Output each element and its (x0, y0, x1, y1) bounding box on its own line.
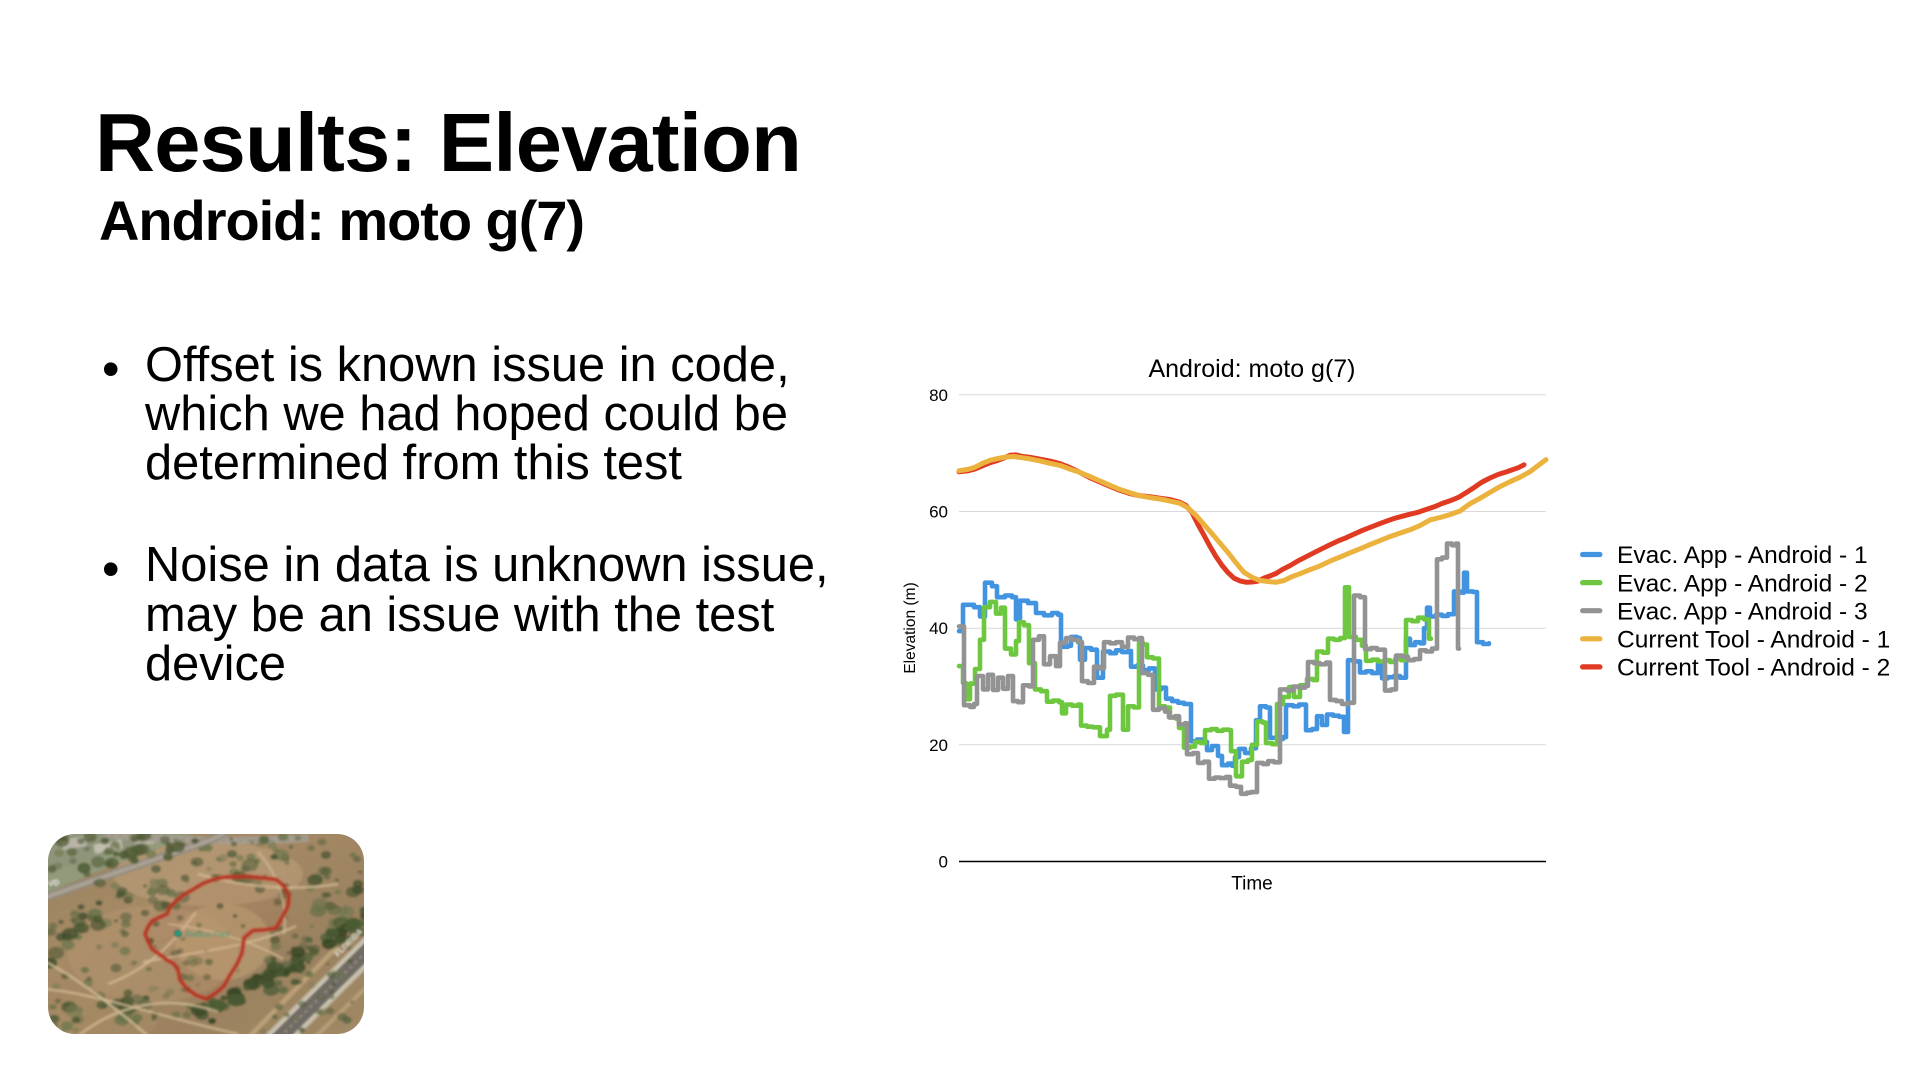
svg-text:Balboa Park: Balboa Park (185, 929, 231, 939)
svg-text:Evac. App - Android - 3: Evac. App - Android - 3 (1617, 598, 1868, 625)
svg-text:Evac. App - Android - 1: Evac. App - Android - 1 (1617, 542, 1868, 569)
svg-text:Current Tool - Android - 1: Current Tool - Android - 1 (1617, 627, 1890, 654)
svg-text:20: 20 (929, 736, 948, 755)
svg-text:Current Tool - Android - 2: Current Tool - Android - 2 (1617, 655, 1890, 682)
svg-text:VD: VD (48, 877, 60, 888)
svg-text:Elevation (m): Elevation (m) (902, 582, 919, 673)
svg-text:0: 0 (939, 853, 948, 872)
svg-text:60: 60 (929, 503, 948, 522)
svg-text:Time: Time (1231, 874, 1273, 895)
svg-text:Evac. App - Android - 2: Evac. App - Android - 2 (1617, 570, 1868, 597)
svg-text:Android: moto g(7): Android: moto g(7) (1148, 355, 1355, 383)
svg-text:80: 80 (929, 386, 948, 405)
svg-text:40: 40 (929, 619, 948, 638)
